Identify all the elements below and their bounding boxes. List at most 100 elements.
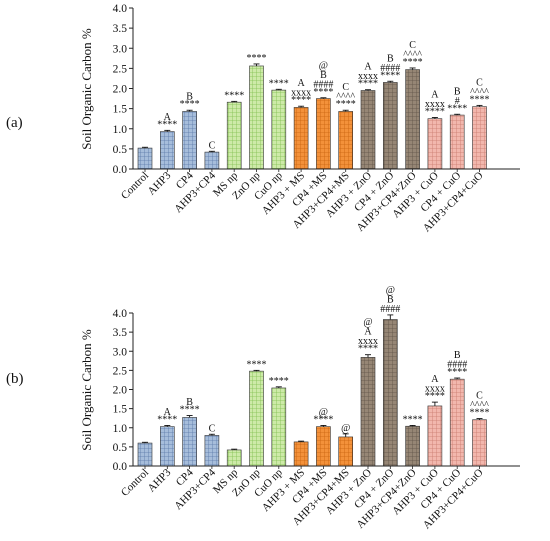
- bar: [293, 107, 309, 170]
- bar: [316, 426, 331, 467]
- significance-label: A: [364, 327, 372, 338]
- significance-label: A: [164, 112, 172, 123]
- significance-label: B: [387, 294, 394, 305]
- bar: [405, 69, 420, 170]
- bar: [472, 419, 487, 467]
- significance-label: ####: [380, 63, 400, 74]
- significance-label: C: [476, 77, 483, 88]
- bar: [226, 449, 242, 467]
- significance-label: B: [454, 86, 461, 97]
- y-tick-label: 0.0: [113, 461, 128, 473]
- significance-label: xxxx: [358, 71, 378, 82]
- significance-label: @: [386, 285, 395, 296]
- bar: [316, 98, 331, 170]
- bar: [382, 82, 398, 170]
- significance-label: B: [320, 70, 327, 81]
- significance-label: @: [341, 423, 350, 434]
- bar: [338, 111, 354, 170]
- significance-label: ****: [447, 103, 467, 114]
- significance-label: ^^^^: [403, 49, 422, 60]
- significance-label: ****: [247, 359, 267, 370]
- significance-label: ****: [470, 408, 490, 419]
- significance-label: ****: [157, 119, 177, 130]
- significance-label: ****: [403, 414, 423, 425]
- y-tick-label: 3.5: [113, 23, 128, 35]
- significance-label: ****: [358, 79, 378, 90]
- bar: [427, 405, 443, 467]
- panel-b: (b) Soil Organic Carbon % 0.0 0.5 1.0 1.5 2.…: [6, 285, 520, 531]
- panel-b-ylabel: Soil Organic Carbon %: [79, 329, 94, 451]
- significance-label: ####: [313, 79, 333, 90]
- y-tick-label: 1.5: [113, 104, 128, 116]
- panel-a: (a) Soil Organic Carbon % 0.0 0.5 1.0 1.5 2.…: [6, 3, 520, 234]
- significance-label: B: [186, 92, 193, 103]
- panel-a-ylabel: Soil Organic Carbon %: [79, 28, 94, 150]
- significance-label: @: [363, 317, 372, 328]
- panel-a-y-axis: 0.0 0.5 1.0 1.5 2.0 2.5 3.0 3.5 4.0: [113, 3, 134, 176]
- significance-label: ****: [425, 106, 445, 117]
- significance-label: ****: [336, 99, 356, 110]
- significance-label: ****: [157, 414, 177, 425]
- bar: [137, 442, 153, 467]
- significance-label: A: [164, 407, 172, 418]
- bar: [249, 370, 264, 467]
- bar: [338, 436, 354, 467]
- significance-label: ####: [447, 360, 467, 371]
- y-tick-label: 0.0: [113, 164, 128, 176]
- y-tick-label: 0.5: [113, 442, 128, 454]
- y-tick-label: 4.0: [113, 308, 128, 320]
- bar: [405, 425, 420, 467]
- bar: [449, 114, 465, 170]
- significance-label: ^^^^: [470, 400, 489, 411]
- bar: [293, 441, 309, 467]
- bar: [249, 65, 264, 170]
- x-tick-label: AHP3: [145, 169, 173, 197]
- panel-a-label: (a): [6, 115, 23, 131]
- y-tick-label: 3.5: [113, 327, 128, 339]
- significance-label: @: [319, 407, 328, 418]
- significance-label: ####: [380, 304, 400, 315]
- significance-label: ****: [380, 70, 400, 81]
- bar: [204, 151, 220, 170]
- y-tick-label: 2.0: [113, 385, 128, 397]
- significance-label: xxxx: [425, 99, 445, 110]
- x-tick-label: AHP3: [145, 466, 173, 494]
- significance-label: #: [455, 96, 460, 107]
- significance-label: C: [409, 40, 416, 51]
- bar: [226, 101, 242, 170]
- significance-label: C: [342, 82, 349, 93]
- significance-label: C: [209, 140, 216, 151]
- significance-label: ****: [313, 87, 333, 98]
- significance-label: ****: [269, 78, 289, 89]
- significance-label: ****: [447, 367, 467, 378]
- bar: [160, 426, 175, 467]
- bar: [271, 89, 287, 170]
- significance-label: C: [476, 391, 483, 402]
- significance-label: ^^^^: [470, 87, 489, 98]
- significance-label: @: [319, 60, 328, 71]
- significance-label: ****: [425, 391, 445, 402]
- panel-b-label: (b): [6, 371, 24, 387]
- significance-label: ****: [180, 405, 200, 416]
- bar: [449, 378, 465, 467]
- significance-label: xxxx: [358, 336, 378, 347]
- y-tick-label: 1.0: [113, 124, 128, 136]
- y-tick-label: 0.5: [113, 144, 128, 156]
- significance-label: ****: [180, 99, 200, 110]
- bar: [360, 90, 376, 170]
- bar: [382, 319, 398, 467]
- y-tick-label: 3.0: [113, 346, 128, 358]
- significance-label: ****: [291, 95, 311, 106]
- significance-label: ****: [470, 94, 490, 105]
- bar: [271, 387, 287, 467]
- bar: [204, 435, 220, 467]
- significance-label: A: [364, 62, 372, 73]
- significance-label: ^^^^: [336, 92, 355, 103]
- significance-label: C: [209, 423, 216, 434]
- significance-label: ****: [224, 90, 244, 101]
- significance-label: xxxx: [425, 384, 445, 395]
- significance-label: A: [431, 374, 439, 385]
- panel-a-annotations: ****A****BC****************xxxxA****####…: [157, 40, 489, 151]
- significance-label: A: [297, 78, 305, 89]
